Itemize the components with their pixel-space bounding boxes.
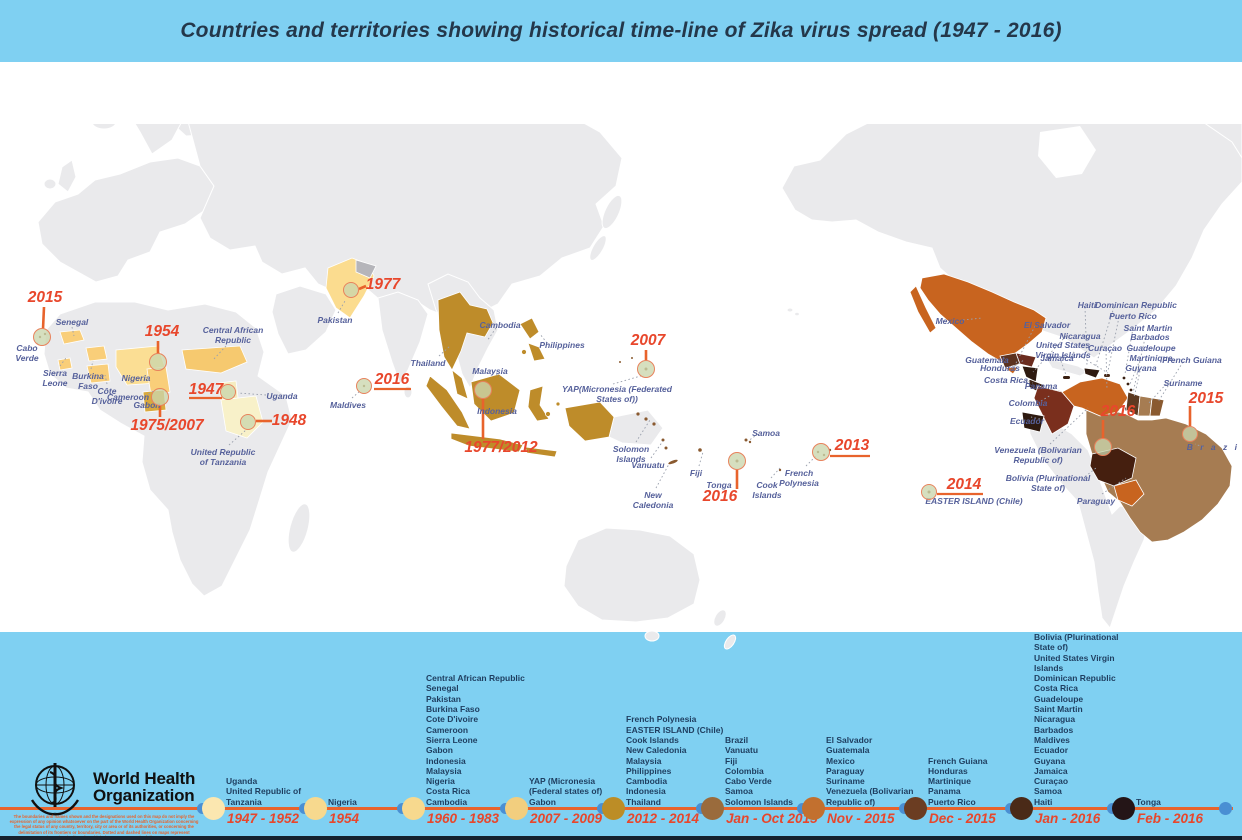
year-marker-circle xyxy=(343,282,359,298)
year-marker-label: 2014 xyxy=(946,476,982,493)
timeline-date-label: 2012 - 2014 xyxy=(627,811,700,826)
year-marker-label: 2015 xyxy=(27,289,63,306)
timeline-country-list: Bolivia (Plurinational State of) United … xyxy=(1034,631,1119,807)
year-marker-label: 2016 xyxy=(1100,403,1136,420)
year-marker-label: 2013 xyxy=(834,437,870,454)
bottom-border xyxy=(0,836,1242,840)
timeline-country-list: Brazil Vanuatu Fiji Colombia Cabo Verde … xyxy=(725,734,794,807)
timeline-country-list: Nigeria xyxy=(328,796,357,807)
who-name: World Health Organization xyxy=(93,768,196,805)
year-marker-circle xyxy=(637,360,655,378)
timeline-milestone xyxy=(701,797,724,820)
year-marker-circle xyxy=(151,388,169,406)
year-marker-circle xyxy=(33,328,51,346)
year-marker-circle xyxy=(1094,438,1112,456)
timeline-milestone xyxy=(802,797,825,820)
year-marker-circle xyxy=(474,381,492,399)
timeline-date-label: Jan - Oct 2015 xyxy=(726,811,818,826)
timeline-date-label: 1947 - 1952 xyxy=(227,811,300,826)
timeline-country-list: YAP (Micronesia (Federal states of) Gabo… xyxy=(529,776,603,807)
page-title: Countries and territories showing histor… xyxy=(180,19,1062,42)
year-marker-label: 1954 xyxy=(144,323,180,340)
year-marker-circle xyxy=(812,443,830,461)
timeline-country-list: El Salvador Guatemala Mexico Paraguay Su… xyxy=(826,734,914,807)
timeline-date-label: Jan - 2016 xyxy=(1035,811,1101,826)
timeline-milestone xyxy=(904,797,927,820)
who-emblem-icon xyxy=(30,763,80,816)
timeline-country-list: Uganda United Republic of Tanzania xyxy=(226,776,302,807)
timeline-country-list: French Guiana Honduras Martinique Panama… xyxy=(928,755,988,807)
timeline-milestone xyxy=(602,797,625,820)
timeline-milestone xyxy=(202,797,225,820)
year-marker-label: 2016 xyxy=(374,371,410,388)
timeline-date-label: Dec - 2015 xyxy=(929,811,996,826)
year-marker-circle xyxy=(220,384,236,400)
timeline-date-label: Feb - 2016 xyxy=(1137,811,1204,826)
timeline-date-label: 1954 xyxy=(329,811,360,826)
year-marker-label: 1948 xyxy=(271,412,307,429)
year-marker-circle xyxy=(149,353,167,371)
timeline-end-dot xyxy=(1219,802,1232,815)
year-marker-circle xyxy=(356,378,372,394)
year-marker-circle xyxy=(1182,426,1198,442)
timeline-milestone xyxy=(1112,797,1135,820)
timeline-milestone xyxy=(505,797,528,820)
timeline-milestone xyxy=(1010,797,1033,820)
year-marker-circle xyxy=(921,484,937,500)
year-marker-label: 1975/2007 xyxy=(130,417,204,434)
timeline-milestone xyxy=(304,797,327,820)
year-marker-label: 1977/2012 xyxy=(464,439,538,456)
world-map-area xyxy=(0,62,1242,632)
timeline-date-label: Nov - 2015 xyxy=(827,811,895,826)
timeline-milestone xyxy=(402,797,425,820)
year-marker-circle xyxy=(240,414,256,430)
year-marker-label: 2007 xyxy=(630,332,666,349)
header-banner: Countries and territories showing histor… xyxy=(0,0,1242,62)
timeline-country-list: Central African Republic Senegal Pakista… xyxy=(426,673,525,807)
timeline-date-label: 1960 - 1983 xyxy=(427,811,500,826)
year-marker-label: 1977 xyxy=(365,276,401,293)
who-logo-block: World Health Organization xyxy=(26,758,195,816)
timeline-date-label: 2007 - 2009 xyxy=(530,811,603,826)
year-marker-label: 2016 xyxy=(702,488,738,505)
year-marker-circle xyxy=(728,452,746,470)
year-marker-label: 2015 xyxy=(1188,390,1224,407)
year-marker-label: 1947 xyxy=(188,381,224,398)
timeline-country-list: French Polynesia EASTER ISLAND (Chile) C… xyxy=(626,714,724,807)
timeline-country-list: Tonga xyxy=(1136,796,1161,807)
